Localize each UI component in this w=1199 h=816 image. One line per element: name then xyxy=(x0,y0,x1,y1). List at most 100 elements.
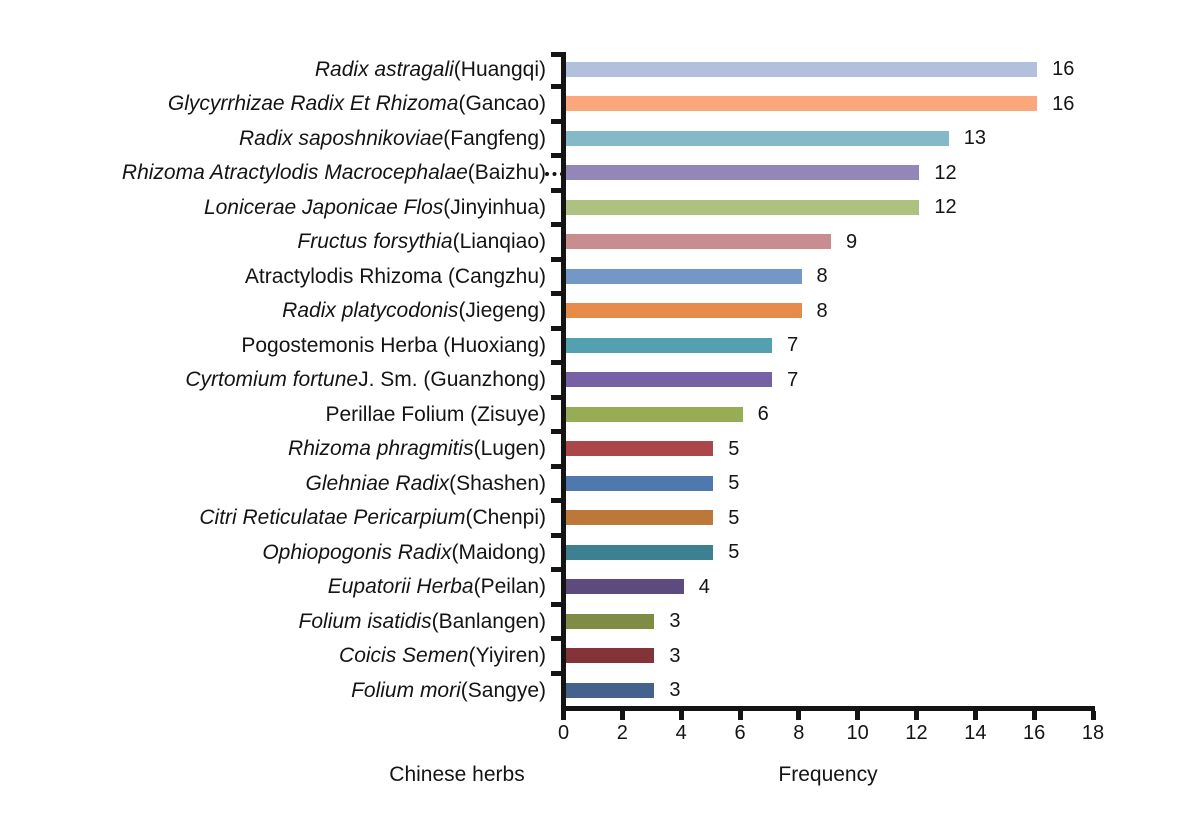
x-tick xyxy=(972,711,978,720)
x-tick-label: 0 xyxy=(557,722,570,744)
bar-row: 4 xyxy=(566,570,1096,605)
bar-value-label: 12 xyxy=(934,161,957,184)
y-tick xyxy=(551,187,561,193)
bar-row: 6 xyxy=(566,397,1096,432)
x-tick xyxy=(1090,711,1096,720)
bars-plot-area: 16 16 13 12 12 9 8 8 7 7 6 5 5 5 5 4 3 3 3 xyxy=(566,52,1096,708)
pinyin-name: (Yiyiren) xyxy=(468,644,546,668)
bar-value-label: 6 xyxy=(757,403,769,426)
latin-name: Coicis Semen xyxy=(339,644,469,668)
bar-value-label: 13 xyxy=(963,127,987,150)
y-tick xyxy=(551,118,561,124)
latin-name: Citri Reticulatae Pericarpium xyxy=(199,506,466,530)
y-tick xyxy=(551,222,561,227)
x-tick xyxy=(678,711,684,720)
bar-value-label: 5 xyxy=(728,541,740,564)
x-tick xyxy=(796,711,802,720)
bar-row: 12 xyxy=(566,156,1096,191)
bar xyxy=(566,199,920,215)
pinyin-name: (Jiegeng) xyxy=(458,299,546,323)
category-label: Lonicerae Japonicae Flos (Jinyinhua) xyxy=(0,190,546,225)
y-tick xyxy=(551,429,561,434)
x-tick-label: 10 xyxy=(846,722,869,744)
bar xyxy=(566,406,743,422)
category-label: Ophiopogonis Radix (Maidong) xyxy=(0,535,546,570)
bar xyxy=(566,61,1038,77)
bar-row: 3 xyxy=(566,639,1096,674)
y-tick xyxy=(551,291,561,296)
y-axis-caption: Chinese herbs xyxy=(389,763,525,786)
category-label: Atractylodis Rhizoma (Cangzhu) xyxy=(0,259,546,294)
y-tick xyxy=(551,394,561,400)
pinyin-name: Perillae Folium (Zisuye) xyxy=(325,402,546,426)
bar xyxy=(566,268,802,284)
bar xyxy=(566,510,714,526)
category-label: Radix platycodonis (Jiegeng) xyxy=(0,294,546,329)
y-tick xyxy=(551,670,561,676)
bar-row: 7 xyxy=(566,363,1096,398)
category-label: Glehniae Radix (Shashen) xyxy=(0,466,546,501)
bar-row: 3 xyxy=(566,604,1096,639)
bar-value-label: 3 xyxy=(669,679,681,702)
bar-value-label: 5 xyxy=(728,506,740,529)
bar-row: 9 xyxy=(566,225,1096,260)
x-tick-label: 6 xyxy=(734,722,746,744)
y-axis-line xyxy=(561,52,566,711)
bar-row: 5 xyxy=(566,432,1096,467)
x-tick-label: 8 xyxy=(793,722,805,744)
y-tick xyxy=(551,84,561,89)
bar-row: 5 xyxy=(566,466,1096,501)
pinyin-name: J. Sm. (Guanzhong) xyxy=(358,368,546,392)
latin-name: Glycyrrhizae Radix Et Rhizoma xyxy=(167,92,459,116)
bar-row: 13 xyxy=(566,121,1096,156)
y-tick xyxy=(551,256,561,262)
bar-row: 5 xyxy=(566,501,1096,536)
pinyin-name: (Banlangen) xyxy=(431,609,546,633)
pinyin-name: Atractylodis Rhizoma (Cangzhu) xyxy=(244,264,546,288)
y-tick xyxy=(551,567,561,572)
category-label: Cyrtomium fortune J. Sm. (Guanzhong) xyxy=(0,363,546,398)
category-label: Coicis Semen (Yiyiren) xyxy=(0,639,546,674)
bar xyxy=(566,441,714,457)
latin-name: Lonicerae Japonicae Flos xyxy=(203,195,444,219)
category-label: Perillae Folium (Zisuye) xyxy=(0,397,546,432)
x-tick-label: 16 xyxy=(1023,722,1046,744)
x-tick-label: 14 xyxy=(964,722,987,744)
bar-row: 3 xyxy=(566,673,1096,708)
pinyin-name: (Gancao) xyxy=(458,92,546,116)
bar xyxy=(566,165,920,181)
y-tick xyxy=(551,636,561,641)
bar-value-label: 12 xyxy=(934,196,957,219)
latin-name: Cyrtomium fortune xyxy=(185,368,359,392)
pinyin-name: (Chenpi) xyxy=(465,506,546,530)
pinyin-name: (Lugen) xyxy=(473,437,546,461)
category-label: Glycyrrhizae Radix Et Rhizoma (Gancao) xyxy=(0,87,546,122)
category-labels-column: Radix astragali (Huangqi) Glycyrrhizae Ra… xyxy=(0,52,564,708)
bar xyxy=(566,234,831,250)
pinyin-name: (Huangqi) xyxy=(453,57,546,81)
x-tick xyxy=(914,711,919,720)
bar-value-label: 7 xyxy=(787,368,799,391)
y-tick xyxy=(551,153,561,158)
bar-value-label: 16 xyxy=(1052,92,1075,115)
category-label: Rhizoma phragmitis (Lugen) xyxy=(0,432,546,467)
pinyin-name: (Jinyinhua) xyxy=(443,195,546,219)
x-axis-line xyxy=(561,706,1095,711)
bar xyxy=(566,579,684,595)
bar-value-label: 5 xyxy=(728,437,740,460)
latin-name: Folium mori xyxy=(351,678,461,702)
bar xyxy=(566,337,773,353)
latin-name: Ophiopogonis Radix xyxy=(262,540,452,564)
bar xyxy=(566,372,773,388)
bar xyxy=(566,475,714,491)
bar-row: 8 xyxy=(566,259,1096,294)
bar-value-label: 16 xyxy=(1052,58,1075,81)
x-axis-ticks: 0 2 4 6 8 10 12 14 16 18 xyxy=(558,706,1104,766)
bar-value-label: 3 xyxy=(669,644,681,667)
y-tick xyxy=(551,498,561,503)
x-tick-label: 12 xyxy=(905,722,928,744)
latin-name: Fructus forsythia xyxy=(297,230,453,254)
bar xyxy=(566,130,949,146)
category-label: Radix astragali (Huangqi) xyxy=(0,52,546,87)
